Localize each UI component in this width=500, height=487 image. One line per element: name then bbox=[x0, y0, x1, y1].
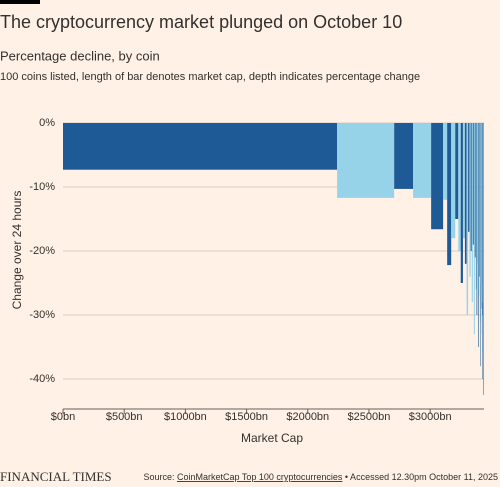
bar bbox=[473, 123, 475, 335]
bar bbox=[479, 123, 481, 322]
x-axis-label: Market Cap bbox=[241, 431, 303, 445]
bar bbox=[477, 123, 479, 264]
bar bbox=[470, 123, 472, 251]
x-tick-label: $1000bn bbox=[164, 411, 207, 423]
x-tick-label: $2000bn bbox=[286, 411, 329, 423]
chart-subtitle: Percentage decline, by coin bbox=[0, 48, 160, 63]
chart-title: The cryptocurrency market plunged on Oct… bbox=[0, 12, 402, 32]
bar bbox=[466, 123, 469, 315]
bar bbox=[455, 123, 459, 219]
source-link[interactable]: CoinMarketCap Top 100 cryptocurrencies bbox=[177, 472, 343, 482]
y-tick-label: -20% bbox=[29, 245, 55, 257]
bar bbox=[471, 123, 473, 303]
bar bbox=[468, 123, 470, 232]
y-tick-label: -10% bbox=[29, 181, 55, 193]
x-tick-label: $3000bn bbox=[409, 411, 452, 423]
bar bbox=[431, 123, 444, 230]
bar bbox=[337, 123, 395, 198]
x-tick-label: $500bn bbox=[106, 411, 143, 423]
y-tick-label: -30% bbox=[29, 309, 55, 321]
bar bbox=[481, 123, 482, 309]
source-prefix: Source: bbox=[143, 472, 177, 482]
bar bbox=[472, 123, 474, 245]
bar bbox=[480, 123, 482, 283]
bar bbox=[458, 123, 461, 251]
bar bbox=[443, 123, 448, 200]
bar bbox=[480, 123, 481, 367]
bar bbox=[481, 123, 483, 335]
bar bbox=[451, 123, 456, 239]
y-tick-label: -40% bbox=[29, 373, 55, 385]
bar bbox=[63, 123, 338, 170]
bar bbox=[479, 123, 480, 277]
bar bbox=[478, 123, 479, 347]
bar bbox=[460, 123, 463, 283]
bar bbox=[474, 123, 476, 258]
bar bbox=[447, 123, 452, 266]
bar bbox=[475, 123, 477, 290]
brand: FINANCIAL TIMES bbox=[0, 469, 112, 484]
x-tick-label: $2500bn bbox=[348, 411, 391, 423]
x-tick-label: $1500bn bbox=[225, 411, 268, 423]
bar bbox=[462, 123, 465, 239]
y-tick-label: 0% bbox=[39, 117, 55, 129]
bar bbox=[469, 123, 471, 277]
chart-note: 100 coins listed, length of bar denotes … bbox=[0, 71, 420, 83]
bar bbox=[476, 123, 478, 315]
bar bbox=[394, 123, 414, 189]
source-suffix: • Accessed 12.30pm October 11, 2025 bbox=[342, 472, 498, 482]
bar bbox=[483, 123, 484, 395]
bar bbox=[464, 123, 467, 264]
x-tick-label: $0bn bbox=[51, 411, 75, 423]
source: Source: CoinMarketCap Top 100 cryptocurr… bbox=[143, 472, 498, 482]
y-axis-label: Change over 24 hours bbox=[10, 191, 24, 310]
header-bar bbox=[0, 0, 40, 4]
bar bbox=[413, 123, 432, 198]
bar bbox=[478, 123, 480, 296]
